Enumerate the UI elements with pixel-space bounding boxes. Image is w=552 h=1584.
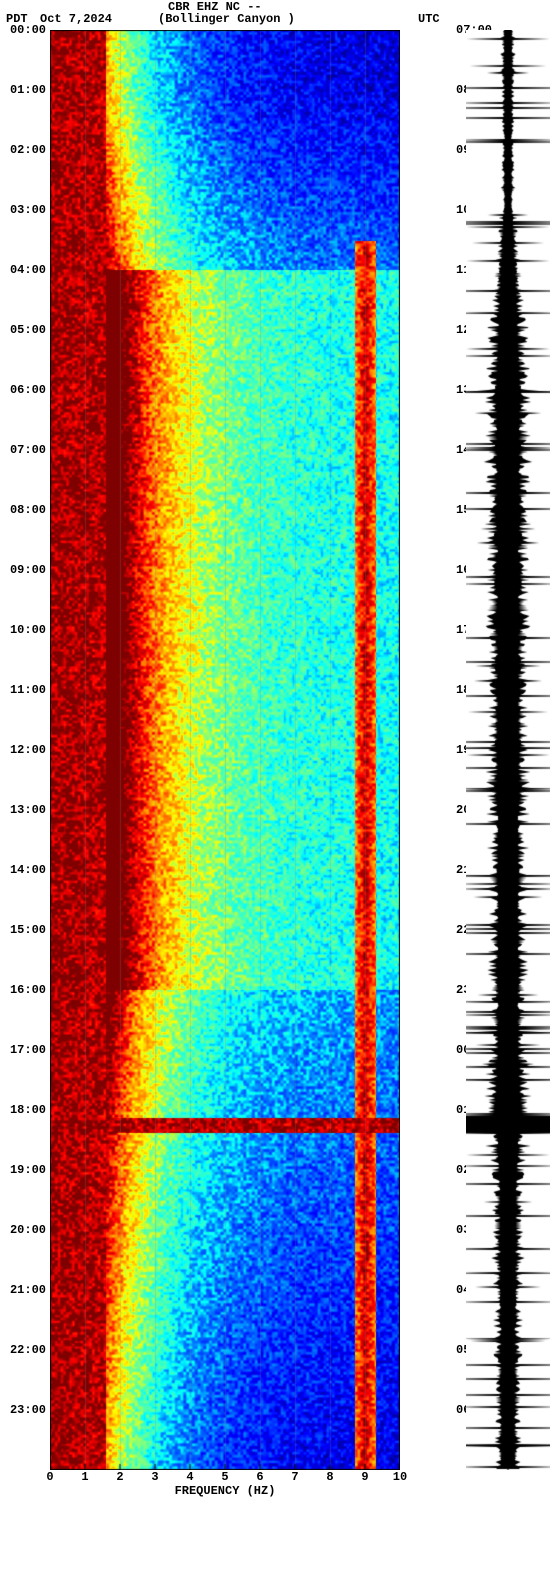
location-label: (Bollinger Canyon ) [158,12,295,26]
freq-tick: 6 [256,1470,263,1484]
freq-tick: 1 [81,1470,88,1484]
pdt-tick: 14:00 [10,864,46,876]
pdt-tick: 07:00 [10,444,46,456]
pdt-tick: 17:00 [10,1044,46,1056]
date-label: Oct 7,2024 [40,12,112,26]
pdt-tick: 15:00 [10,924,46,936]
freq-tick: 3 [151,1470,158,1484]
pdt-tick: 09:00 [10,564,46,576]
pdt-tick: 02:00 [10,144,46,156]
freq-tick: 4 [186,1470,193,1484]
pdt-tick: 06:00 [10,384,46,396]
freq-tick: 0 [46,1470,53,1484]
pdt-tick: 22:00 [10,1344,46,1356]
pdt-tick: 23:00 [10,1404,46,1416]
freq-tick: 2 [116,1470,123,1484]
pdt-tick: 04:00 [10,264,46,276]
x-axis-label: FREQUENCY (HZ) [50,1484,400,1498]
pdt-tick: 00:00 [10,24,46,36]
pdt-tick: 05:00 [10,324,46,336]
freq-tick: 5 [221,1470,228,1484]
pdt-tick: 11:00 [10,684,46,696]
spectrogram-canvas [50,30,400,1470]
pdt-tick: 03:00 [10,204,46,216]
pdt-tick: 10:00 [10,624,46,636]
plot-area: 00:0001:0002:0003:0004:0005:0006:0007:00… [50,30,452,1498]
pdt-tick: 18:00 [10,1104,46,1116]
pdt-tick: 19:00 [10,1164,46,1176]
pdt-tick: 16:00 [10,984,46,996]
pdt-tick: 08:00 [10,504,46,516]
freq-tick: 8 [326,1470,333,1484]
pdt-tick: 12:00 [10,744,46,756]
freq-tick: 9 [361,1470,368,1484]
freq-tick: 10 [393,1470,407,1484]
pdt-tick: 13:00 [10,804,46,816]
pdt-tick: 20:00 [10,1224,46,1236]
freq-tick: 7 [291,1470,298,1484]
pdt-tick: 21:00 [10,1284,46,1296]
right-tz-label: UTC [418,12,440,26]
pdt-tick: 01:00 [10,84,46,96]
waveform-canvas [466,30,550,1470]
